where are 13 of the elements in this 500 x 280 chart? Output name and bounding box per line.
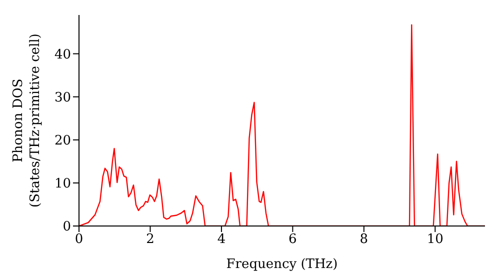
x-tick-label: 2: [146, 232, 154, 248]
x-tick-label: 6: [288, 232, 297, 248]
y-tick-label: 20: [54, 133, 71, 148]
y-tick-label: 30: [54, 90, 71, 106]
x-tick-label: 0: [74, 232, 84, 248]
y-tick-label: 40: [54, 47, 71, 62]
x-axis-title: Frequency (THz): [226, 257, 338, 272]
y-tick-label: 10: [54, 176, 71, 192]
y-axis-title: Phonon DOS (States/THz·primitive cell): [11, 33, 43, 208]
x-tick-label: 10: [426, 232, 444, 248]
x-tick-label: 8: [360, 232, 368, 248]
y-tick-label: 0: [62, 220, 71, 235]
x-tick-label: 4: [217, 232, 226, 248]
